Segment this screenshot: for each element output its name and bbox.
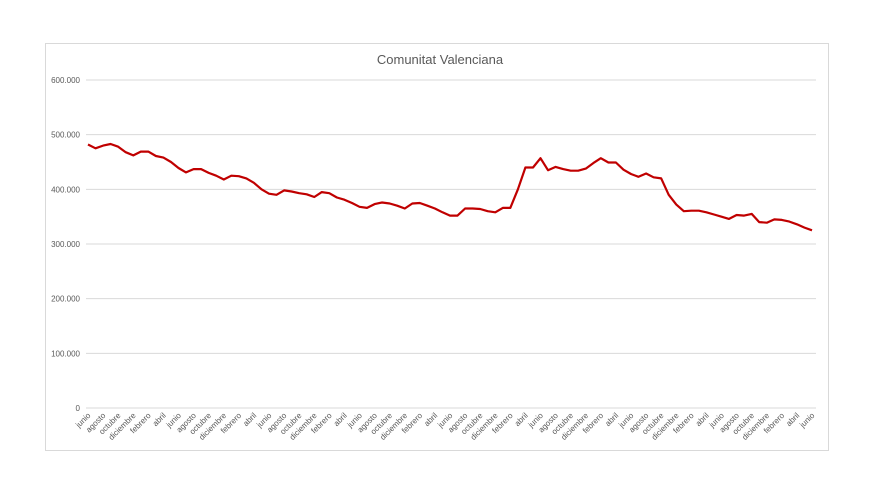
x-tick-label: abril <box>603 411 620 428</box>
x-tick-label: abril <box>151 411 168 428</box>
y-tick-label: 600.000 <box>51 76 80 85</box>
y-tick-label: 100.000 <box>51 349 80 358</box>
x-tick-label: abril <box>422 411 439 428</box>
x-tick-label: abril <box>784 411 801 428</box>
chart-frame <box>45 43 829 451</box>
x-tick-label: abril <box>513 411 530 428</box>
y-tick-label: 400.000 <box>51 185 80 194</box>
x-tick-label: junio <box>797 411 816 430</box>
x-tick-label: abril <box>694 411 711 428</box>
y-tick-label: 500.000 <box>51 131 80 140</box>
y-tick-label: 300.000 <box>51 240 80 249</box>
x-tick-label: abril <box>332 411 349 428</box>
y-tick-label: 0 <box>76 404 81 413</box>
y-tick-label: 200.000 <box>51 295 80 304</box>
chart-title: Comunitat Valenciana <box>376 52 504 67</box>
x-tick-label: abril <box>241 411 258 428</box>
data-line <box>87 142 813 232</box>
